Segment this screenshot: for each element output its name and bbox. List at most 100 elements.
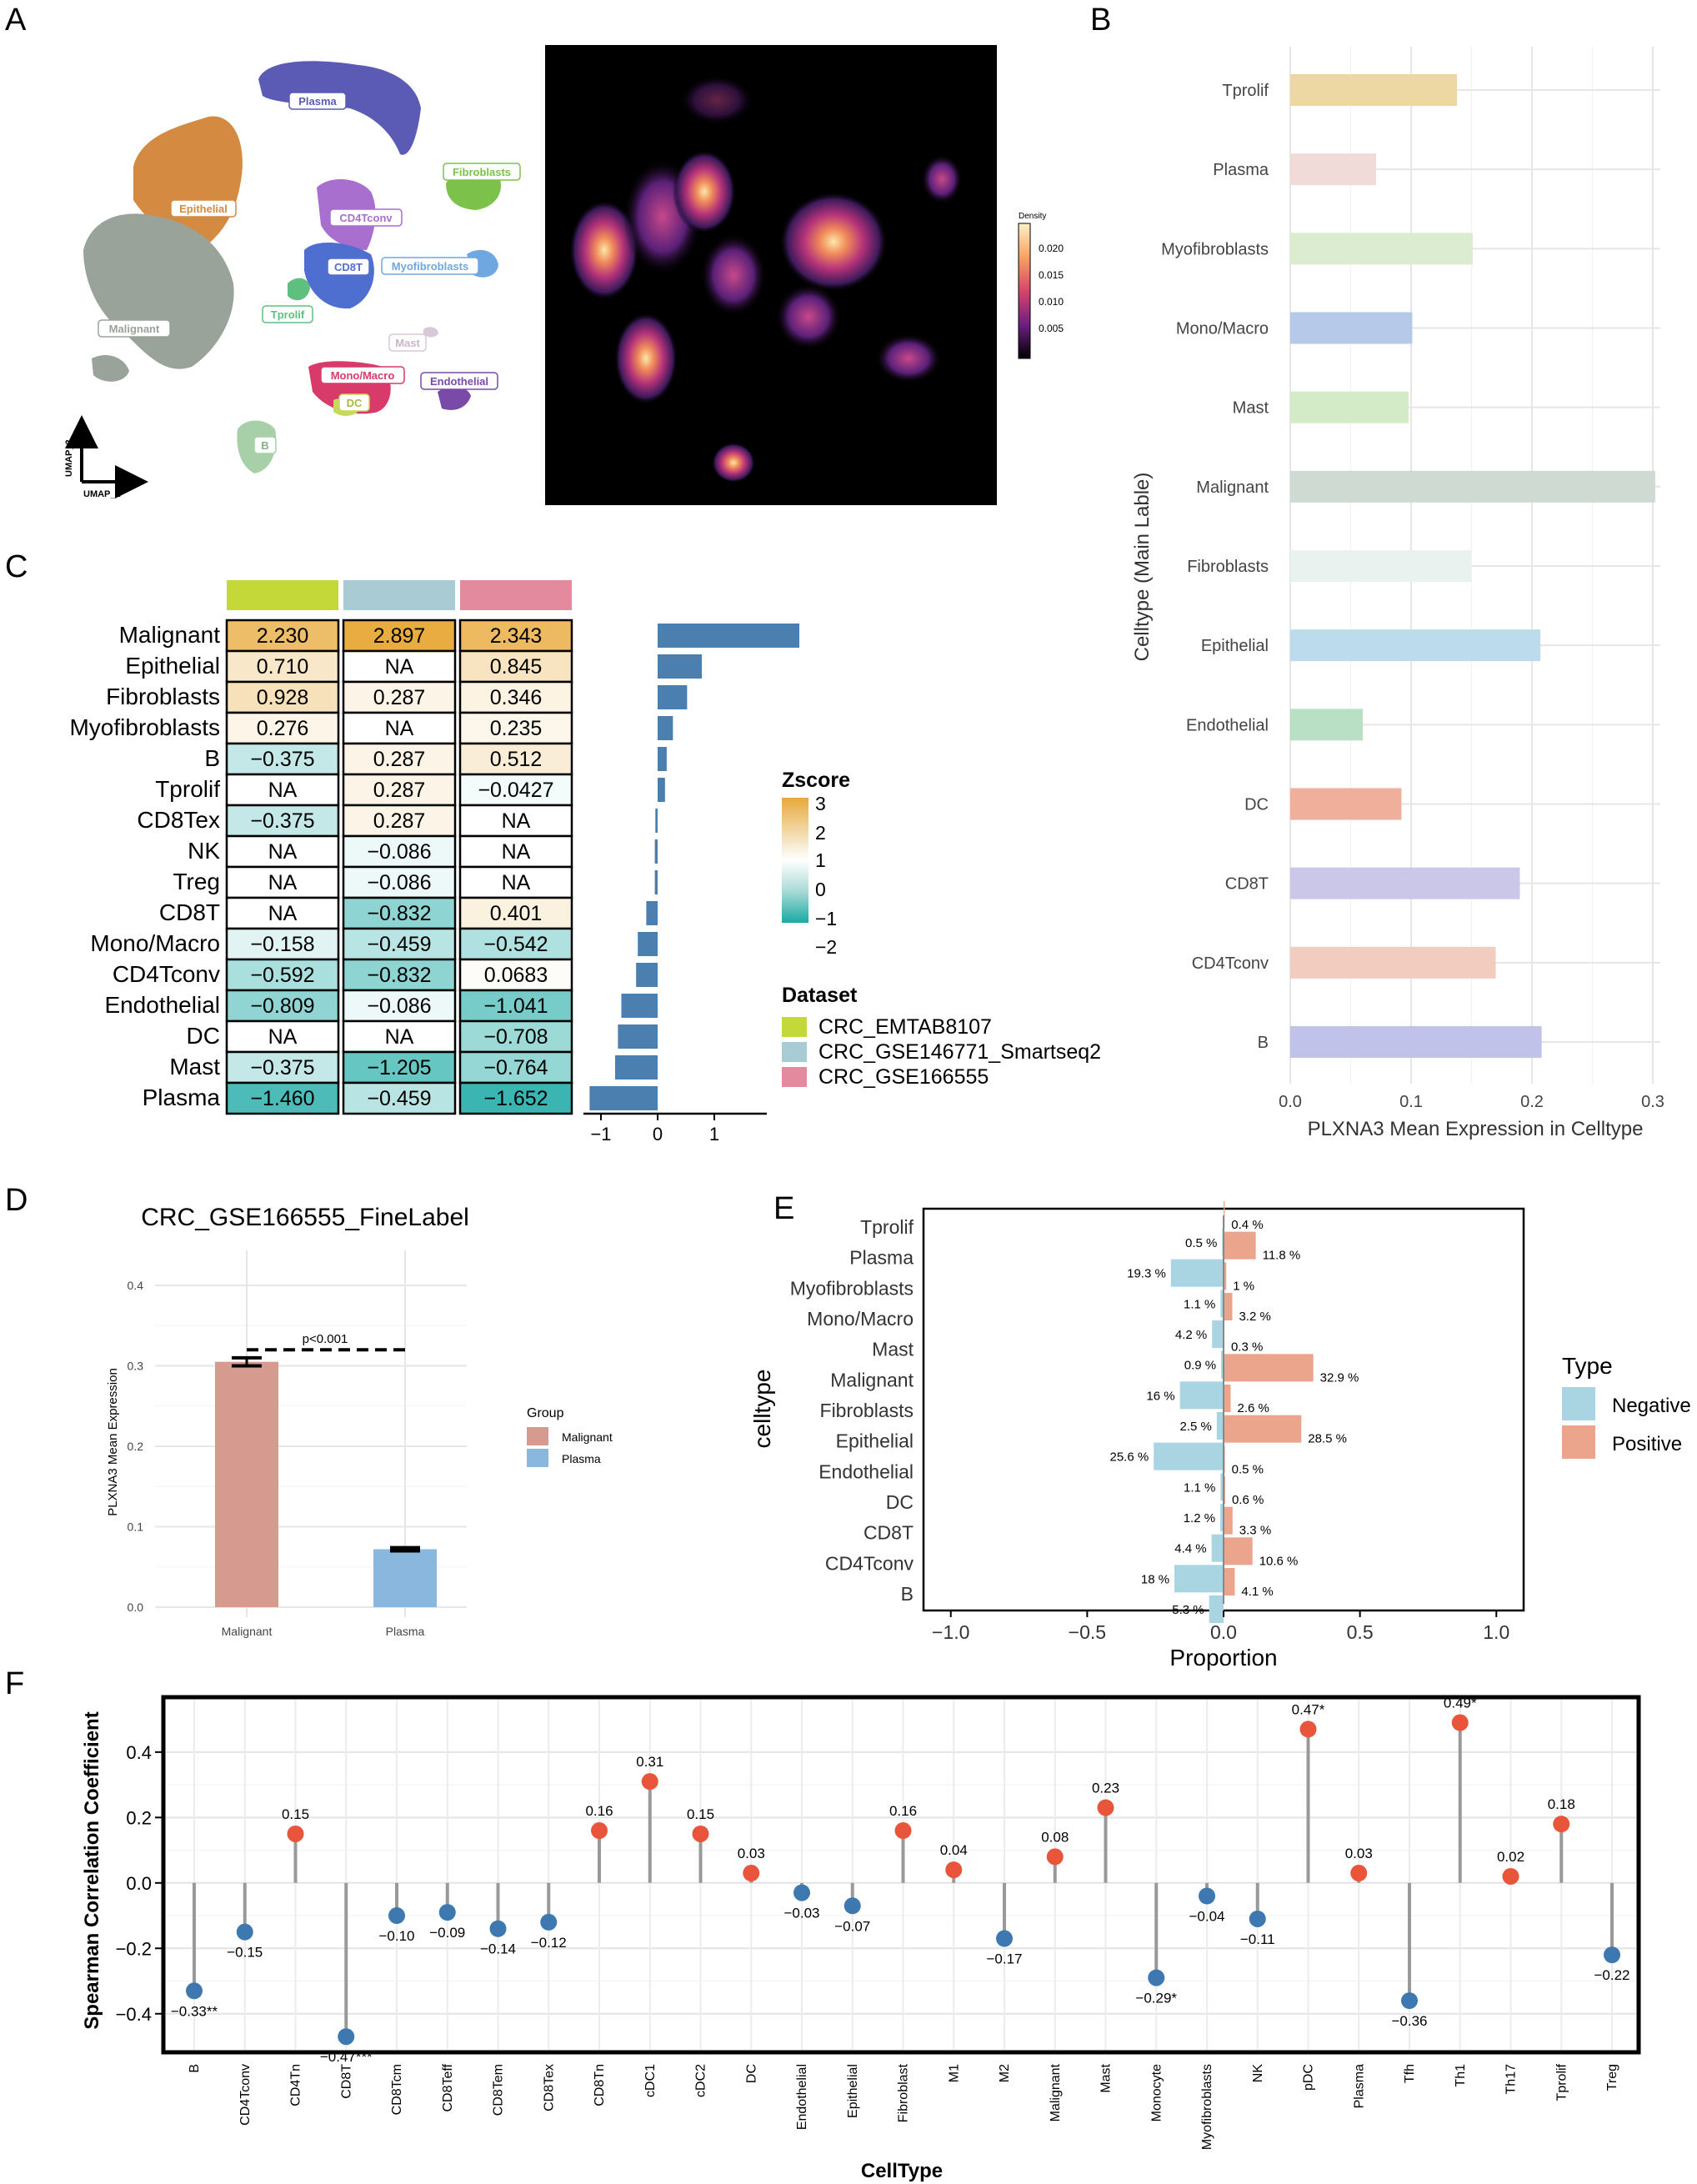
x-tick-label: 1.0 <box>1483 1621 1509 1643</box>
x-tick-label: Malignant <box>1049 2063 1063 2121</box>
heatmap-cell-value: −1.652 <box>483 1087 548 1110</box>
dataset-legend-swatch <box>782 1067 807 1087</box>
row-label: Tprolif <box>155 776 220 802</box>
heatmap-cell <box>342 989 457 1023</box>
lollipop-point <box>236 1923 253 1941</box>
lollipop-point <box>186 1982 203 2000</box>
umap-label-mono-macro: Mono/Macro <box>331 369 395 382</box>
heatmap-cell-value: −0.809 <box>250 994 314 1018</box>
legend-swatch <box>527 1449 548 1467</box>
x-tick-label: 0.2 <box>1520 1093 1544 1111</box>
heatmap-cell <box>458 649 573 684</box>
bar <box>1290 233 1473 265</box>
density-blob <box>875 333 942 383</box>
density-blob <box>569 200 639 300</box>
lollipop-point <box>1097 1799 1114 1816</box>
heatmap-cell <box>458 773 573 807</box>
bar-label-negative: 4.2 % <box>1175 1328 1207 1342</box>
heatmap-cell-value: −0.708 <box>483 1025 548 1049</box>
heatmap-cell-value: 0.235 <box>490 717 543 740</box>
heatmap-cell-value: 0.287 <box>373 809 426 833</box>
x-tick-label: 1 <box>709 1124 719 1145</box>
panel-label-d: D <box>5 1183 28 1218</box>
data-label: −0.29* <box>1135 1991 1177 2006</box>
heatmap-cell-value: −0.086 <box>367 871 431 894</box>
y-tick-label: Myofibroblasts <box>1161 240 1269 258</box>
heatmap-cell <box>342 1050 457 1084</box>
heatmap-cell-value: 0.276 <box>257 717 309 740</box>
heatmap-cell-value: NA <box>268 1025 298 1049</box>
y-tick-label: 0.0 <box>128 1600 144 1614</box>
heatmap-cell-value: −0.542 <box>483 933 548 956</box>
heatmap-cell-value: NA <box>502 809 531 833</box>
y-axis-label: PLXNA3 Mean Expression <box>106 1368 120 1516</box>
bar <box>658 778 665 802</box>
y-tick-label: Mast <box>1233 399 1269 418</box>
density-tick: 0.010 <box>1039 296 1064 308</box>
lollipop-point <box>338 2028 355 2046</box>
density-blob <box>673 150 736 233</box>
heatmap-cell-value: NA <box>268 871 298 894</box>
data-label: −0.22 <box>1594 1967 1629 1983</box>
y-tick-label: Mast <box>872 1339 914 1360</box>
density-blob <box>614 313 678 404</box>
bar-positive <box>1224 1506 1233 1535</box>
bar <box>1290 550 1472 582</box>
row-label: NK <box>188 838 220 864</box>
heatmap-cell <box>458 865 573 899</box>
x-tick-label: Mast <box>1099 2063 1114 2092</box>
dataset-annotation <box>343 580 455 610</box>
heatmap-cell <box>225 1050 340 1084</box>
bar-positive <box>1224 1385 1231 1412</box>
density-blob <box>779 192 888 292</box>
density-legend-title: Density <box>1019 212 1046 221</box>
zscore-tick-label: 1 <box>815 849 826 871</box>
heatmap-cell-value: 0.287 <box>373 748 426 771</box>
heatmap-cell <box>225 989 340 1023</box>
bar-label-negative: 16 % <box>1146 1389 1174 1403</box>
x-tick-label: −0.5 <box>1069 1621 1106 1643</box>
panel-d-bar-chart: CRC_GSE166555_FineLabel 0.4 0.3 0.2 0.1 0.0 Ma… <box>106 1204 613 1638</box>
y-tick-label: Epithelial <box>1201 637 1269 655</box>
x-tick-label: NK <box>1251 2064 1265 2083</box>
bar <box>618 1024 658 1049</box>
bar <box>373 1549 437 1607</box>
legend-swatch <box>1562 1425 1595 1459</box>
umap-label-malignant: Malignant <box>109 323 160 335</box>
y-tick-label: 0.4 <box>128 1279 144 1292</box>
y-axis-label: Celltype (Main Lable) <box>1131 473 1154 662</box>
heatmap-cell <box>458 927 573 961</box>
bar-label-positive: 0.3 % <box>1231 1340 1263 1355</box>
zscore-tick-label: −1 <box>815 908 837 929</box>
y-tick-label: 0.1 <box>128 1520 144 1534</box>
y-axis-label: celltype <box>749 1370 775 1449</box>
bar <box>1290 74 1458 106</box>
y-tick-label: Epithelial <box>836 1430 914 1452</box>
bar-label-positive: 10.6 % <box>1259 1554 1299 1568</box>
heatmap-cell <box>342 1081 457 1115</box>
lollipop-point <box>1604 1946 1620 1964</box>
y-tick-label: CD8T <box>1225 875 1269 894</box>
y-tick-label: Endothelial <box>1186 716 1269 734</box>
y-axis-label: Spearman Correlation Coefficient <box>81 1711 103 2029</box>
heatmap-cell <box>342 619 457 653</box>
heatmap-cell <box>458 1019 573 1054</box>
density-colorbar <box>1018 223 1031 359</box>
data-label: −0.12 <box>531 1935 567 1951</box>
umap-cluster-endothelial <box>438 386 471 410</box>
heatmap-cell-value: 0.287 <box>373 779 426 802</box>
legend-swatch <box>527 1427 548 1445</box>
heatmap-cell-value: −0.086 <box>367 994 431 1018</box>
y-tick-label: Tprolif <box>1222 82 1269 100</box>
zscore-tick-label: −2 <box>815 936 837 958</box>
bar <box>658 624 799 648</box>
x-tick-label: Plasma <box>386 1625 425 1638</box>
lollipop-point <box>641 1773 658 1791</box>
bar-label-positive: 0.5 % <box>1232 1462 1264 1476</box>
bar-negative <box>1220 1473 1224 1501</box>
x-tick-label: DC <box>744 2064 758 2083</box>
data-label: 0.15 <box>687 1806 714 1822</box>
density-tick: 0.020 <box>1039 243 1064 254</box>
heatmap-cell-value: 2.343 <box>490 624 543 648</box>
bar <box>646 901 658 925</box>
